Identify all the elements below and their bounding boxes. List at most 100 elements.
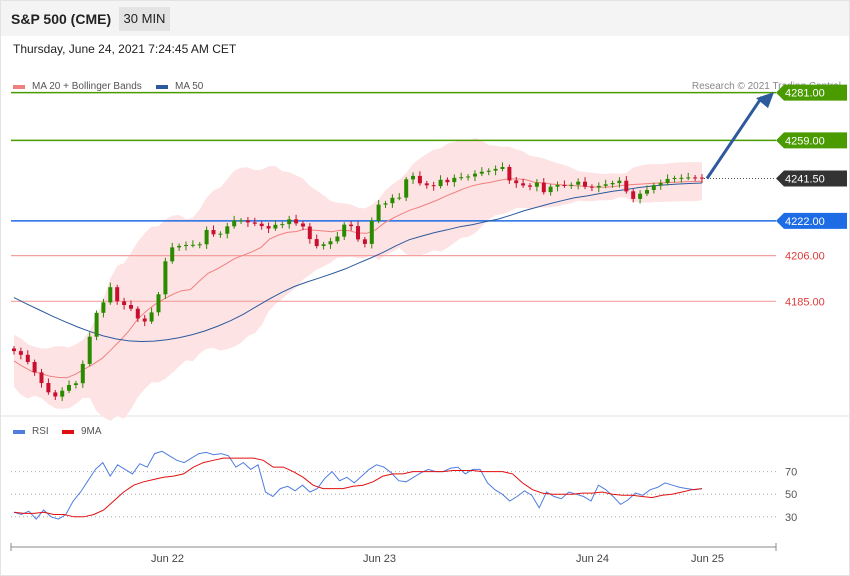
- candle-body: [122, 301, 127, 305]
- candle: [589, 184, 594, 192]
- candle-body: [328, 241, 333, 245]
- legend-ma50: MA 50: [156, 81, 203, 92]
- candle: [177, 243, 182, 251]
- timeframe-button[interactable]: 30 MIN: [119, 7, 170, 31]
- candle: [32, 359, 37, 376]
- candle-body: [12, 348, 16, 352]
- candle-body: [163, 261, 168, 295]
- candle-body: [342, 224, 347, 237]
- candle: [197, 241, 202, 249]
- candle: [204, 226, 209, 249]
- candle: [507, 164, 512, 184]
- candle: [122, 297, 127, 310]
- candle: [541, 178, 546, 195]
- candle-body: [452, 177, 457, 183]
- candle: [273, 220, 278, 231]
- candle-body: [101, 302, 106, 313]
- rsi-tick-label: 50: [785, 489, 797, 501]
- time-axis: [10, 543, 777, 551]
- candle: [424, 180, 429, 189]
- candle-body: [555, 185, 560, 187]
- candle-body: [569, 184, 574, 186]
- candle: [356, 221, 360, 242]
- candle: [335, 231, 340, 244]
- rsi-swatch: [13, 429, 25, 434]
- candle-body: [314, 239, 319, 247]
- candle-body: [548, 186, 553, 193]
- candle-body: [184, 245, 188, 246]
- candle-body: [53, 392, 58, 397]
- candle-body: [686, 177, 691, 179]
- candle-body: [18, 351, 23, 355]
- current-price-label: 4241.50: [785, 173, 825, 185]
- candle: [321, 241, 326, 250]
- candle-body: [665, 178, 670, 183]
- rsi-tick-label: 30: [785, 512, 797, 524]
- legend-rsi-ma: 9MA: [62, 426, 102, 437]
- candle-body: [493, 168, 498, 171]
- candle-body: [369, 220, 374, 244]
- rsi-ma-swatch: [62, 429, 74, 434]
- candle: [60, 387, 65, 402]
- candle-body: [404, 179, 409, 198]
- candle-body: [576, 181, 581, 185]
- candle: [603, 179, 608, 189]
- candle-body: [473, 173, 477, 177]
- candle: [651, 182, 656, 194]
- candle-body: [245, 220, 250, 223]
- candle: [280, 221, 285, 229]
- candle-body: [541, 182, 546, 193]
- candle-body: [273, 224, 278, 229]
- legend-rsi-ma-label: 9MA: [81, 426, 102, 437]
- resistance-tag: [776, 84, 847, 101]
- candle-body: [335, 236, 340, 242]
- candle: [46, 378, 51, 395]
- candle-body: [266, 226, 271, 229]
- candle-body: [149, 312, 154, 322]
- support-label: 4185.00: [785, 296, 825, 308]
- candle: [245, 216, 250, 227]
- support-label: 4206.00: [785, 251, 825, 263]
- candle: [94, 310, 99, 341]
- resistance-tag: [776, 132, 847, 149]
- candle: [431, 181, 436, 191]
- bollinger-band: [14, 138, 702, 421]
- candle: [624, 176, 629, 194]
- candle: [135, 306, 140, 322]
- candle-body: [232, 220, 237, 227]
- candle: [156, 291, 161, 316]
- candle: [252, 217, 257, 227]
- candle-body: [596, 185, 601, 188]
- candle-body: [67, 385, 71, 391]
- candle: [266, 222, 271, 234]
- x-tick-label: Jun 22: [151, 553, 185, 565]
- candle: [459, 172, 464, 181]
- candle: [452, 174, 457, 187]
- candle: [562, 180, 567, 188]
- instrument-title: S&P 500 (CME): [11, 11, 112, 27]
- legend-ma20: MA 20 + Bollinger Bands: [13, 81, 142, 92]
- candle-body: [411, 175, 415, 180]
- candle: [534, 179, 539, 192]
- candle: [411, 172, 415, 184]
- candle: [596, 182, 601, 193]
- candle-body: [25, 354, 30, 362]
- candle: [211, 225, 216, 237]
- candle: [259, 221, 264, 230]
- candle: [528, 183, 532, 191]
- rsi-line: [13, 450, 703, 520]
- candle: [184, 241, 188, 251]
- pivot-tag: [776, 212, 847, 229]
- candle-body: [39, 372, 44, 384]
- candle: [686, 172, 691, 181]
- candle-body: [142, 318, 147, 322]
- candle: [39, 368, 44, 388]
- candle: [569, 182, 574, 189]
- candle: [67, 380, 71, 394]
- rsi-ma-line: [13, 457, 703, 518]
- candle: [486, 168, 491, 176]
- candle-body: [603, 184, 608, 186]
- candle-body: [383, 203, 388, 205]
- candle: [342, 222, 347, 240]
- candle: [314, 234, 319, 249]
